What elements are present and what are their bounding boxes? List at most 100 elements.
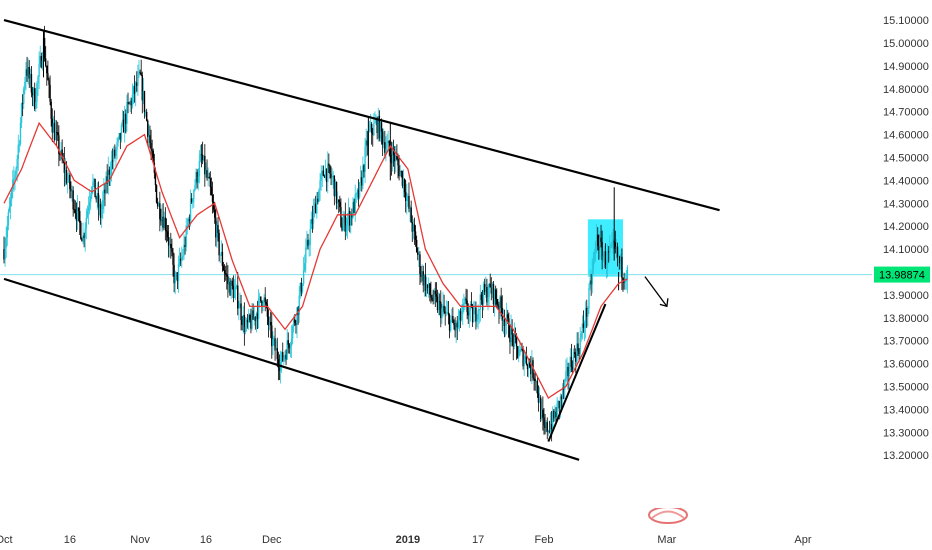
candle: [439, 293, 441, 316]
candle: [456, 315, 458, 341]
candle: [593, 249, 596, 264]
y-tick-label: 14.20000: [883, 221, 929, 233]
y-tick-label: 14.30000: [883, 198, 929, 210]
candle: [51, 108, 53, 143]
candle: [488, 283, 490, 308]
candle: [133, 75, 136, 103]
candle: [85, 208, 88, 240]
candle: [268, 316, 271, 331]
candle: [90, 192, 92, 211]
candle: [443, 294, 445, 315]
candle: [565, 359, 567, 382]
candle: [364, 137, 366, 184]
candle: [127, 92, 129, 114]
trendline-upper-channel[interactable]: [3, 19, 720, 212]
candle: [162, 203, 164, 231]
candle: [98, 195, 101, 216]
candle: [263, 294, 265, 307]
candle: [238, 300, 240, 321]
candle: [334, 179, 337, 197]
candle: [190, 192, 193, 204]
candle: [132, 85, 135, 105]
trendline-arrow-down[interactable]: [644, 276, 668, 307]
candle: [615, 239, 618, 259]
candle: [527, 358, 530, 378]
candle: [286, 328, 288, 361]
candle: [245, 317, 248, 332]
candle: [536, 377, 539, 398]
candle: [618, 255, 621, 270]
candle: [413, 217, 416, 245]
candle: [305, 238, 307, 274]
candle: [114, 144, 116, 159]
y-tick-label: 14.80000: [883, 84, 929, 96]
candle: [518, 345, 520, 363]
candle: [451, 308, 453, 323]
candle: [601, 230, 603, 270]
candle: [161, 204, 163, 233]
candle: [18, 139, 21, 153]
candle: [35, 88, 37, 112]
candle: [576, 332, 578, 367]
price-label-layer: 13.98874: [874, 266, 930, 283]
candle: [349, 207, 351, 233]
candle: [19, 117, 22, 147]
candle: [176, 272, 179, 290]
candle: [21, 94, 24, 117]
candle: [291, 324, 294, 345]
candle: [571, 360, 574, 373]
trendline-lower-channel[interactable]: [3, 277, 580, 461]
candle: [266, 299, 269, 325]
candle: [60, 141, 62, 161]
candle: [554, 405, 556, 422]
candle: [409, 205, 411, 223]
x-tick-label: Apr: [794, 534, 811, 546]
candles-layer: [3, 25, 629, 442]
trendline-rising-support[interactable]: [547, 303, 607, 442]
candle: [211, 181, 214, 214]
candle: [406, 183, 408, 215]
candle: [229, 277, 231, 296]
candle: [535, 379, 537, 393]
candle: [356, 188, 359, 200]
candle: [118, 133, 120, 141]
candle: [121, 110, 124, 128]
candle: [493, 288, 496, 317]
candle: [88, 189, 91, 215]
candle: [581, 315, 584, 340]
candle: [41, 51, 44, 71]
candle: [6, 215, 8, 247]
candle: [368, 120, 371, 133]
candle: [95, 195, 97, 203]
candle: [300, 277, 303, 297]
candle: [372, 127, 374, 147]
candle: [79, 201, 81, 236]
candle: [339, 195, 341, 212]
candle: [57, 121, 59, 142]
candle: [417, 247, 419, 261]
candle: [566, 357, 568, 384]
candle: [341, 217, 343, 232]
candle: [40, 52, 43, 69]
candle: [365, 128, 367, 158]
candle: [386, 133, 388, 154]
candle: [58, 125, 60, 167]
candle: [160, 208, 162, 226]
candle: [346, 212, 349, 239]
candle: [244, 316, 247, 335]
candle: [415, 235, 418, 253]
candle: [80, 220, 82, 240]
candle: [7, 208, 10, 231]
candle: [458, 309, 461, 332]
candle: [159, 191, 161, 232]
candle: [63, 146, 66, 187]
candle: [455, 320, 457, 344]
candle: [259, 292, 261, 308]
candle: [264, 287, 266, 312]
candle: [257, 289, 260, 329]
candle: [193, 188, 195, 208]
candle: [586, 299, 588, 328]
candle: [345, 217, 348, 237]
candle: [342, 210, 344, 231]
